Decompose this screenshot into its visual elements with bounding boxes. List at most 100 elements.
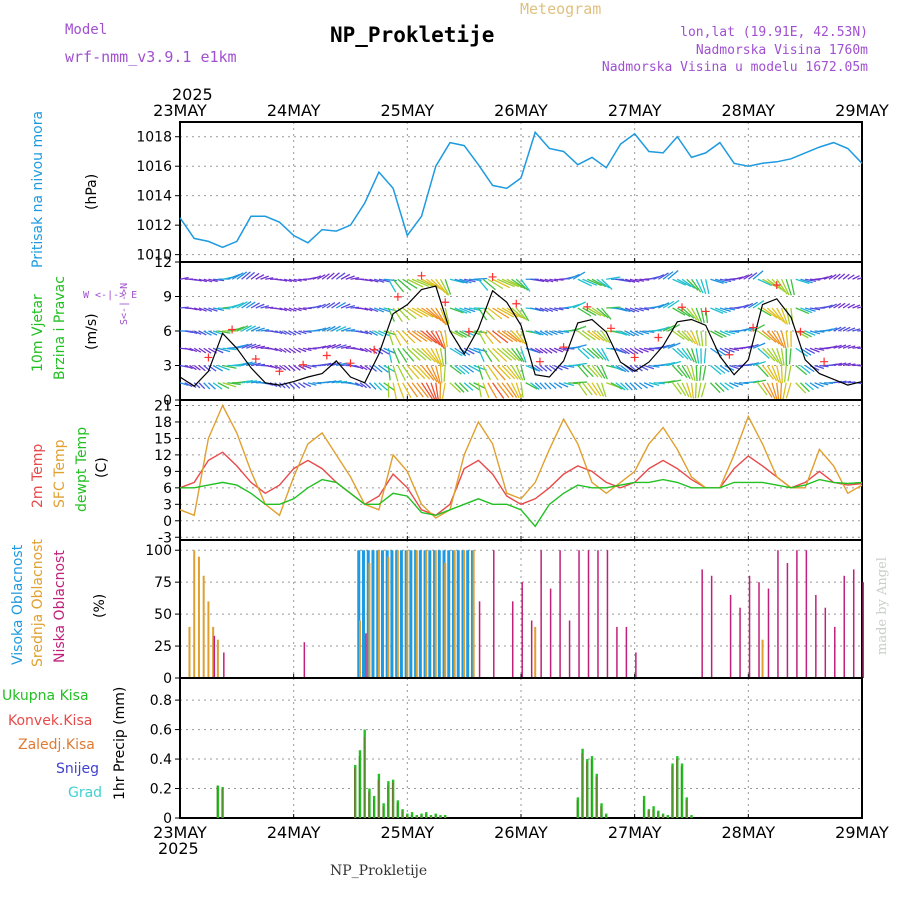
conv-precip-bar: [581, 753, 583, 818]
wind-arrow: [326, 380, 337, 384]
wind-arrow: [686, 330, 697, 345]
wind-arrow: [539, 307, 549, 313]
wind-arrow: [629, 347, 639, 355]
wind-arrow: [676, 307, 691, 318]
conv-precip-bar: [401, 810, 403, 818]
wind-arrow: [672, 330, 685, 340]
wind-arrow: [591, 365, 603, 379]
wind-arrow: [838, 380, 847, 384]
wind-arrow: [690, 365, 696, 382]
wind-arrow: [690, 278, 702, 293]
wind-arrow: [203, 307, 213, 312]
gust-marker: [772, 281, 781, 289]
wind-arrow: [506, 307, 523, 319]
wind-arrow: [648, 382, 660, 387]
wind-arrow: [800, 278, 813, 284]
wind-arrow: [203, 347, 212, 354]
wind-arrow: [336, 362, 347, 367]
wind-arrow: [823, 328, 834, 332]
ytick-label: 1016: [136, 159, 172, 175]
wind-arrow: [681, 382, 690, 398]
wind-arrow: [492, 278, 511, 289]
wind-arrow: [530, 330, 542, 336]
wind-arrow: [539, 278, 549, 283]
wind-arrow: [317, 327, 327, 332]
wind-arrow: [501, 330, 518, 343]
wind-arrow: [600, 365, 608, 380]
temp-label-2m: 2m Temp: [30, 444, 46, 508]
wind-arrow: [805, 278, 816, 283]
wind-arrow: [435, 365, 442, 385]
pressure-unit: (hPa): [84, 174, 100, 210]
ytick-label: 9: [163, 290, 172, 306]
wind-arrow: [690, 307, 700, 323]
wind-arrow: [265, 306, 274, 309]
wind-arrow: [397, 330, 409, 345]
wind-arrow: [762, 278, 779, 289]
temp2m-line: [179, 451, 863, 517]
wind-arrow: [766, 307, 782, 321]
wind-arrow: [757, 330, 771, 341]
wind-arrow: [208, 278, 218, 283]
wind-arrow: [439, 348, 445, 367]
precip-label-total: Ukupna Kisa: [2, 688, 89, 704]
wind-arrow: [847, 381, 856, 384]
wind-arrow: [714, 307, 728, 314]
wind-arrow: [449, 347, 463, 357]
wind-arrow: [506, 278, 523, 289]
temp-unit: (C): [94, 457, 110, 478]
wind-arrow: [355, 347, 364, 352]
wind-arrow: [359, 330, 369, 335]
ytick-label: 100: [145, 543, 172, 559]
wind-arrow: [606, 276, 621, 280]
gust-marker: [725, 350, 734, 359]
wind-arrow: [544, 330, 553, 336]
wind-arrow: [857, 306, 862, 309]
wind-arrow: [573, 362, 587, 367]
wind-arrow: [549, 307, 558, 312]
wind-arrow: [288, 278, 297, 283]
wind-arrow: [639, 382, 648, 389]
wind-arrow: [203, 382, 211, 390]
wind-arrow: [672, 347, 684, 359]
wind-arrow: [193, 347, 202, 353]
wind-arrow: [804, 382, 814, 391]
gust-marker: [464, 327, 473, 336]
wind-arrow: [335, 272, 346, 280]
wind-arrow: [586, 365, 599, 378]
conv-precip-bar: [576, 800, 578, 818]
wind-arrow: [695, 278, 704, 294]
wind-arrow: [482, 347, 493, 363]
wind-arrow: [596, 307, 609, 319]
conv-precip-bar: [391, 782, 394, 818]
wind-arrow: [250, 362, 261, 367]
wind-arrow: [672, 307, 686, 316]
wind-arrow: [520, 307, 530, 322]
wind-arrow: [364, 278, 373, 282]
wind-arrow: [331, 380, 342, 384]
wind-arrow: [738, 274, 748, 280]
wind-arrow: [658, 326, 670, 332]
gust-marker: [701, 307, 710, 316]
wind-arrows: [180, 270, 862, 400]
conv-precip-bar: [216, 785, 218, 818]
wind-arrow: [303, 330, 312, 334]
wind-arrow: [577, 382, 588, 396]
ytick-label: 25: [154, 639, 172, 655]
wind-arrow: [776, 348, 783, 366]
wind-arrow: [345, 347, 356, 349]
wind-arrow: [662, 300, 675, 309]
wind-arrow: [515, 278, 529, 291]
wind-arrow: [828, 303, 837, 309]
wind-arrow: [250, 344, 261, 349]
wind-arrow: [700, 279, 707, 295]
wind-arrow: [809, 330, 821, 335]
wind-arrow: [477, 347, 485, 363]
wind-arrow: [795, 365, 808, 376]
wind-arrow: [615, 364, 627, 373]
wind-arrow: [639, 364, 649, 371]
wind-arrow: [809, 347, 820, 353]
wind-arrow: [430, 278, 446, 294]
wind-arrow: [710, 330, 723, 339]
wind-arrow: [634, 382, 643, 390]
